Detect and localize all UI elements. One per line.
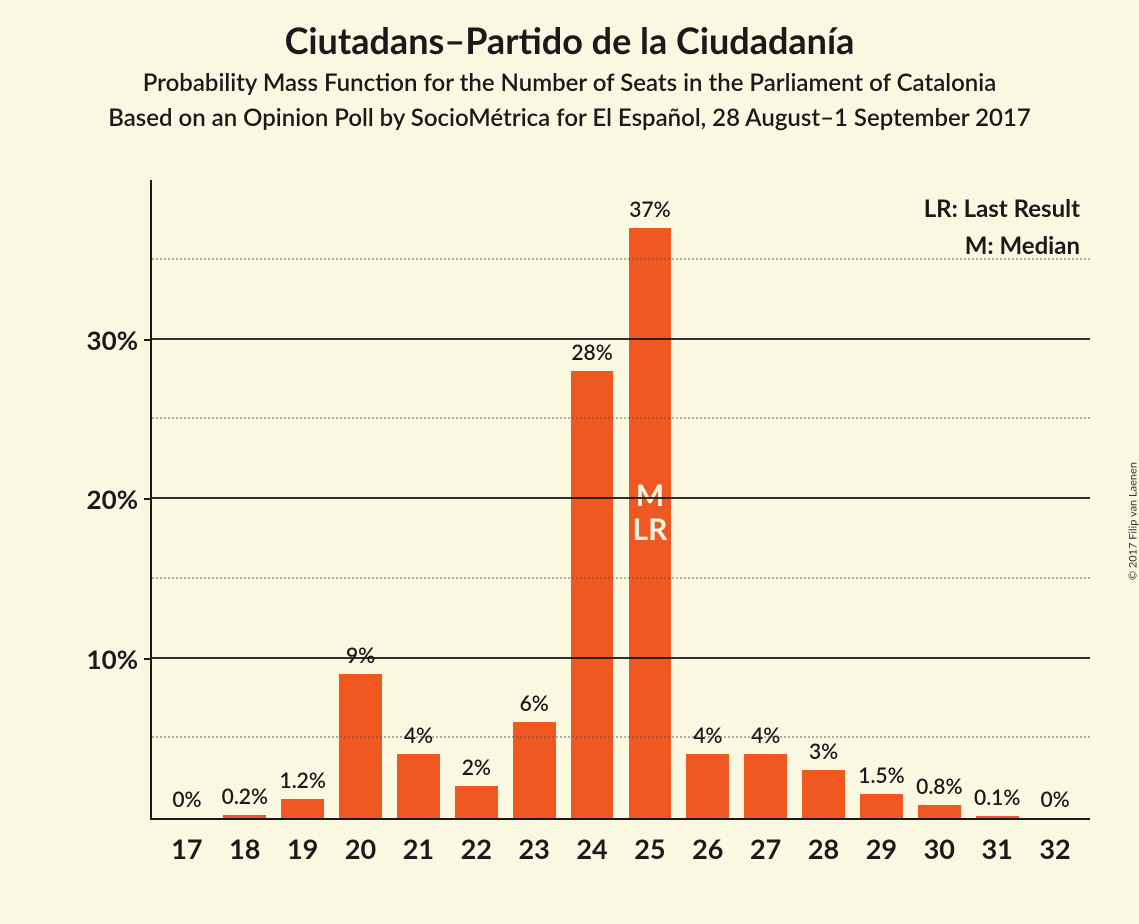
- bar-value-label: 37%: [629, 197, 670, 222]
- bar: 4%: [686, 754, 729, 818]
- xtick-label: 25: [621, 818, 679, 865]
- bar-value-label: 1.2%: [280, 768, 326, 793]
- gridline-major: [152, 497, 1090, 499]
- ytick-label: 10%: [87, 643, 152, 675]
- xtick-label: 27: [737, 818, 795, 865]
- xtick-label: 23: [505, 818, 563, 865]
- bar-column: 0%: [1026, 180, 1084, 818]
- ytick-label: 30%: [87, 324, 152, 356]
- xtick-label: 30: [910, 818, 968, 865]
- xtick-label: 18: [216, 818, 274, 865]
- bar: 1.2%: [281, 799, 324, 818]
- gridline-minor: [152, 417, 1090, 419]
- bar-column: 6%: [505, 180, 563, 818]
- bar: 3%: [802, 770, 845, 818]
- bar-column: 0.2%: [216, 180, 274, 818]
- ytick-label: 20%: [87, 483, 152, 515]
- bar-annotation: MLR: [632, 478, 667, 547]
- bar-value-label: 0%: [172, 787, 201, 812]
- bar-value-label: 28%: [571, 340, 612, 365]
- xtick-label: 32: [1026, 818, 1084, 865]
- chart-subtitle-1: Probability Mass Function for the Number…: [0, 68, 1139, 97]
- bar-column: 1.5%: [853, 180, 911, 818]
- bar-column: 9%: [332, 180, 390, 818]
- bar-column: 0%: [158, 180, 216, 818]
- chart-subtitle-2: Based on an Opinion Poll by SocioMétrica…: [0, 103, 1139, 132]
- bar-value-label: 3%: [809, 739, 838, 764]
- bar: 4%: [744, 754, 787, 818]
- xtick-label: 21: [390, 818, 448, 865]
- bars-container: 0%0.2%1.2%9%4%2%6%28%37%MLR4%4%3%1.5%0.8…: [152, 180, 1090, 818]
- gridline-major: [152, 657, 1090, 659]
- xtick-label: 17: [158, 818, 216, 865]
- bar-column: 0.1%: [968, 180, 1026, 818]
- gridline-minor: [152, 577, 1090, 579]
- bar: 28%: [571, 371, 614, 818]
- xtick-label: 31: [968, 818, 1026, 865]
- x-axis-labels: 17181920212223242526272829303132: [152, 818, 1090, 865]
- bar-column: 4%: [679, 180, 737, 818]
- bar-value-label: 6%: [520, 691, 549, 716]
- bar-column: 1.2%: [274, 180, 332, 818]
- bar-column: 2%: [447, 180, 505, 818]
- xtick-label: 22: [447, 818, 505, 865]
- gridline-minor: [152, 258, 1090, 260]
- bar-column: 3%: [795, 180, 853, 818]
- chart-area: LR: Last Result M: Median 0%0.2%1.2%9%4%…: [60, 180, 1100, 880]
- xtick-label: 29: [853, 818, 911, 865]
- bar-value-label: 0.1%: [974, 785, 1020, 810]
- xtick-label: 20: [332, 818, 390, 865]
- bar-column: 0.8%: [910, 180, 968, 818]
- chart-title: Ciutadans–Partido de la Ciudadanía: [0, 18, 1139, 62]
- xtick-label: 24: [563, 818, 621, 865]
- xtick-label: 26: [679, 818, 737, 865]
- bar: 37%MLR: [629, 228, 672, 818]
- bar-column: 4%: [737, 180, 795, 818]
- bar-value-label: 1.5%: [858, 763, 904, 788]
- gridline-minor: [152, 736, 1090, 738]
- bar-column: 4%: [390, 180, 448, 818]
- bar: 2%: [455, 786, 498, 818]
- xtick-label: 28: [795, 818, 853, 865]
- bar-value-label: 2%: [462, 755, 491, 780]
- bar: 1.5%: [860, 794, 903, 818]
- bar-value-label: 0.2%: [222, 784, 268, 809]
- bar-column: 28%: [563, 180, 621, 818]
- bar: 0.8%: [918, 805, 961, 818]
- bar-column: 37% MLR: [621, 180, 679, 818]
- bar-value-label: 0%: [1040, 787, 1069, 812]
- plot-area: LR: Last Result M: Median 0%0.2%1.2%9%4%…: [150, 180, 1090, 820]
- xtick-label: 19: [274, 818, 332, 865]
- bar: 9%: [339, 674, 382, 818]
- bar: 4%: [397, 754, 440, 818]
- bar-value-label: 0.8%: [916, 774, 962, 799]
- copyright-text: © 2017 Filip van Laenen: [1127, 462, 1139, 580]
- gridline-major: [152, 338, 1090, 340]
